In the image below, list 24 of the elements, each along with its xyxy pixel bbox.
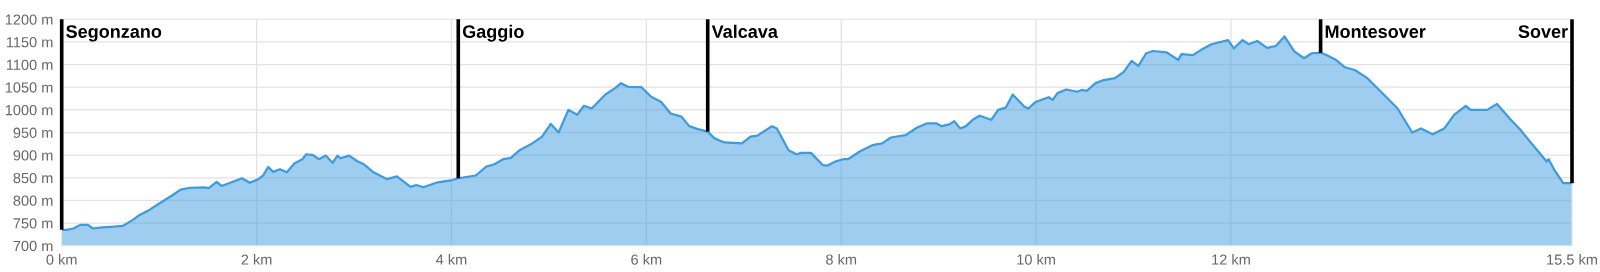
x-tick-label: 12 km bbox=[1212, 254, 1250, 265]
y-tick-label: 750 m bbox=[13, 218, 53, 229]
x-tick-label: 6 km bbox=[631, 254, 662, 265]
ref-line-label: Montesover bbox=[1325, 25, 1426, 38]
y-tick-label: 700 m bbox=[13, 240, 53, 252]
x-tick-label: 4 km bbox=[435, 254, 467, 265]
y-tick-label: 950 m bbox=[13, 127, 53, 138]
y-tick-label: 1050 m bbox=[5, 82, 53, 93]
ref-line-label: Segonzano bbox=[66, 25, 162, 42]
x-tick-label: 15.5 km bbox=[1547, 254, 1597, 265]
ref-line-label: Gaggio bbox=[462, 24, 524, 42]
y-tick-label: 900 m bbox=[13, 150, 53, 161]
ref-line-label: Valcava bbox=[711, 24, 779, 38]
y-tick-label: 1200 m bbox=[5, 14, 53, 25]
y-tick-label: 800 m bbox=[13, 195, 53, 206]
x-tick-label: 0 km bbox=[46, 254, 77, 265]
y-tick-label: 850 m bbox=[13, 172, 53, 184]
x-tick-label: 10 km bbox=[1017, 254, 1055, 265]
y-tick-label: 1000 m bbox=[5, 104, 53, 116]
y-tick-label: 1150 m bbox=[6, 37, 53, 48]
x-tick-label: 2 km bbox=[241, 254, 272, 265]
y-tick-label: 1100 m bbox=[6, 59, 53, 71]
x-tick-label: 8 km bbox=[826, 254, 857, 265]
ref-line-label: Sover bbox=[1518, 25, 1568, 38]
